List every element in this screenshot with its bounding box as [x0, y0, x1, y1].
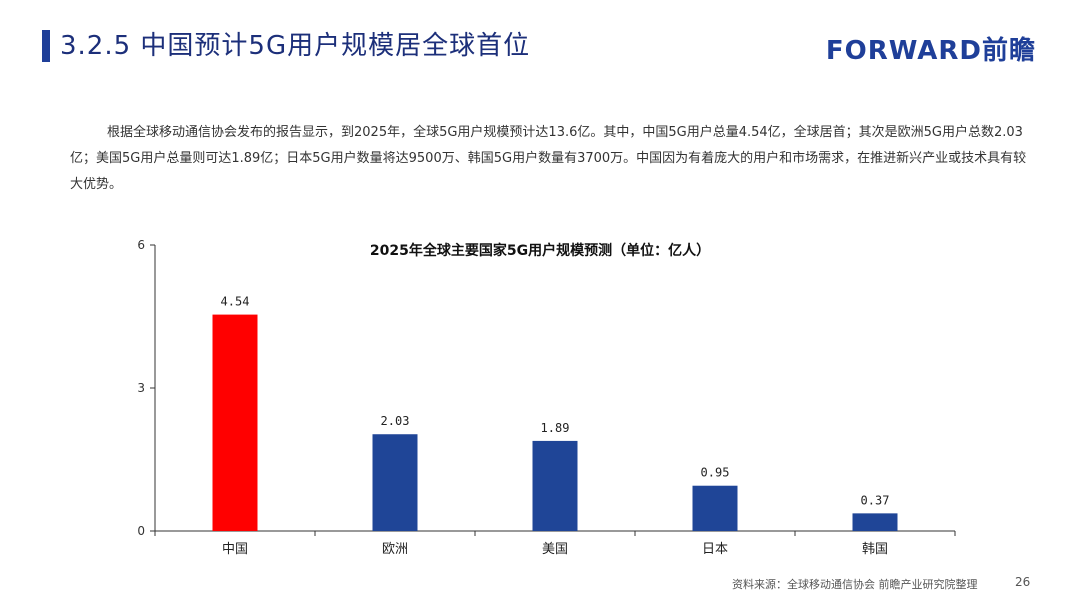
category-label: 日本 [702, 542, 728, 557]
page-number: 26 [1015, 575, 1031, 589]
bar-3 [692, 485, 738, 531]
bar-value-label: 2.03 [381, 414, 410, 428]
bar-value-label: 4.54 [221, 295, 250, 309]
bar-value-label: 0.37 [861, 493, 890, 507]
category-label: 美国 [542, 542, 568, 557]
bar-0 [212, 314, 258, 531]
bar-value-label: 1.89 [541, 421, 570, 435]
chart-title: 2025年全球主要国家5G用户规模预测（单位：亿人） [369, 243, 711, 259]
bar-2 [532, 440, 578, 531]
bar-value-label: 0.95 [701, 466, 730, 480]
category-label: 韩国 [862, 542, 888, 557]
bar-1 [372, 434, 418, 531]
y-tick-label: 6 [137, 238, 145, 252]
y-tick-label: 3 [137, 381, 145, 395]
category-label: 欧洲 [382, 542, 408, 557]
title-accent-bar [42, 30, 50, 62]
y-tick-label: 0 [137, 524, 145, 538]
intro-paragraph: 根据全球移动通信协会发布的报告显示，到2025年，全球5G用户规模预计达13.6… [70, 125, 1027, 192]
category-label: 中国 [222, 542, 248, 557]
bar-4 [852, 513, 898, 531]
brand-logo: FORWARD前瞻 [825, 36, 1036, 66]
source-note: 资料来源：全球移动通信协会 前瞻产业研究院整理 [732, 578, 978, 591]
page-title: 3.2.5 中国预计5G用户规模居全球首位 [60, 31, 531, 61]
